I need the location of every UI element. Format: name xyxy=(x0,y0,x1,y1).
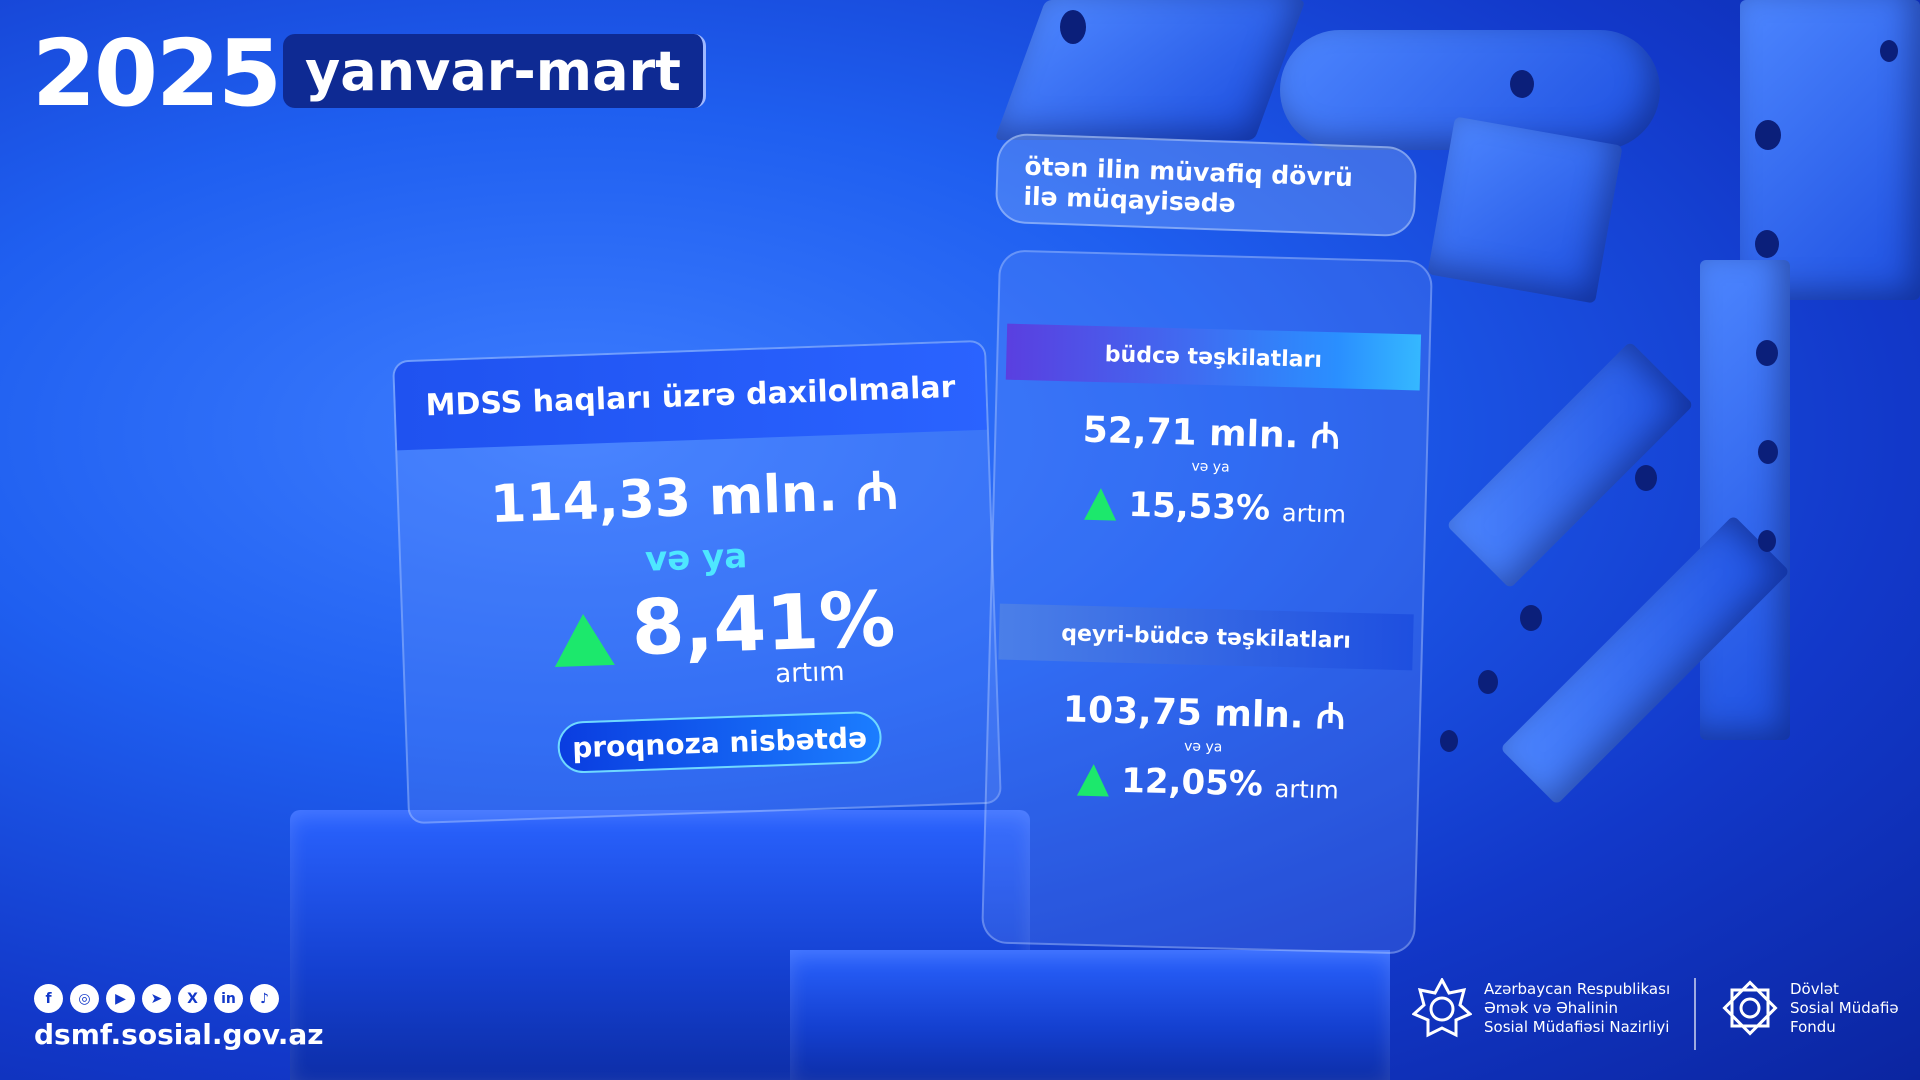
budget-orgs-growth-label: artım xyxy=(1281,498,1347,529)
social-links: f ◎ ▶ ➤ X in ♪ xyxy=(34,984,279,1013)
main-income-card: MDSS haqları üzrə daxilolmalar 114,33 ml… xyxy=(392,339,1002,825)
telegram-icon[interactable]: ➤ xyxy=(142,984,171,1013)
period-badge: yanvar-mart xyxy=(283,34,706,108)
fund-name-line2: Sosial Müdafiə xyxy=(1790,998,1899,1017)
ministry-name-line2: Əmək və Əhalinin xyxy=(1484,998,1618,1017)
fund-emblem-icon xyxy=(1722,980,1778,1036)
fund-logo: Dövlət Sosial Müdafiə Fondu xyxy=(1720,978,1899,1038)
youtube-icon[interactable]: ▶ xyxy=(106,984,135,1013)
budget-orgs-percent: 15,53% xyxy=(1127,484,1271,529)
linkedin-icon[interactable]: in xyxy=(214,984,243,1013)
up-arrow-icon xyxy=(1076,763,1110,797)
logo-divider xyxy=(1694,978,1696,1050)
comparison-label: ötən ilin müvafiq dövrü ilə müqayisədə xyxy=(994,132,1418,238)
website-link[interactable]: dsmf.sosial.gov.az xyxy=(34,1018,324,1051)
budget-orgs-amount: 52,71 mln. ₼ xyxy=(1082,409,1341,458)
ministry-logo: Azərbaycan Respublikası Əmək və Əhalinin… xyxy=(1412,978,1670,1038)
main-percent-row: 8,41% xyxy=(552,574,897,673)
instagram-icon[interactable]: ◎ xyxy=(70,984,99,1013)
non-budget-orgs-percent-row: 12,05% artım xyxy=(1076,760,1340,807)
fund-name-line3: Fondu xyxy=(1790,1017,1836,1036)
main-card-title: MDSS haqları üzrə daxilolmalar xyxy=(394,341,987,451)
up-arrow-icon xyxy=(1084,487,1117,521)
forecast-label: proqnoza nisbətdə xyxy=(571,720,868,764)
comparison-card: büdcə təşkilatları 52,71 mln. ₼ və ya 15… xyxy=(980,249,1434,955)
year-label: 2025 xyxy=(32,20,282,127)
main-amount: 114,33 mln. ₼ xyxy=(489,460,899,536)
main-percent: 8,41% xyxy=(630,574,897,673)
non-budget-orgs-header: qeyri-büdcə təşkilatları xyxy=(998,603,1414,671)
ministry-name-line1: Azərbaycan Respublikası xyxy=(1484,979,1671,998)
ministry-name-line3: Sosial Müdafiəsi Nazirliyi xyxy=(1484,1017,1670,1036)
fund-name-line1: Dövlət xyxy=(1790,979,1839,998)
facebook-icon[interactable]: f xyxy=(34,984,63,1013)
non-budget-orgs-percent: 12,05% xyxy=(1120,760,1264,805)
tiktok-icon[interactable]: ♪ xyxy=(250,984,279,1013)
non-budget-orgs-amount: 103,75 mln. ₼ xyxy=(1062,689,1346,738)
non-budget-orgs-growth-label: artım xyxy=(1274,774,1340,805)
budget-orgs-header: büdcə təşkilatları xyxy=(1005,323,1422,391)
x-icon[interactable]: X xyxy=(178,984,207,1013)
ministry-emblem-icon xyxy=(1412,978,1472,1038)
forecast-badge: proqnoza nisbətdə xyxy=(556,710,883,774)
main-growth-label: artım xyxy=(774,656,846,690)
budget-orgs-percent-row: 15,53% artım xyxy=(1084,484,1347,531)
period-label: yanvar-mart xyxy=(305,39,681,103)
up-arrow-icon xyxy=(553,612,615,668)
